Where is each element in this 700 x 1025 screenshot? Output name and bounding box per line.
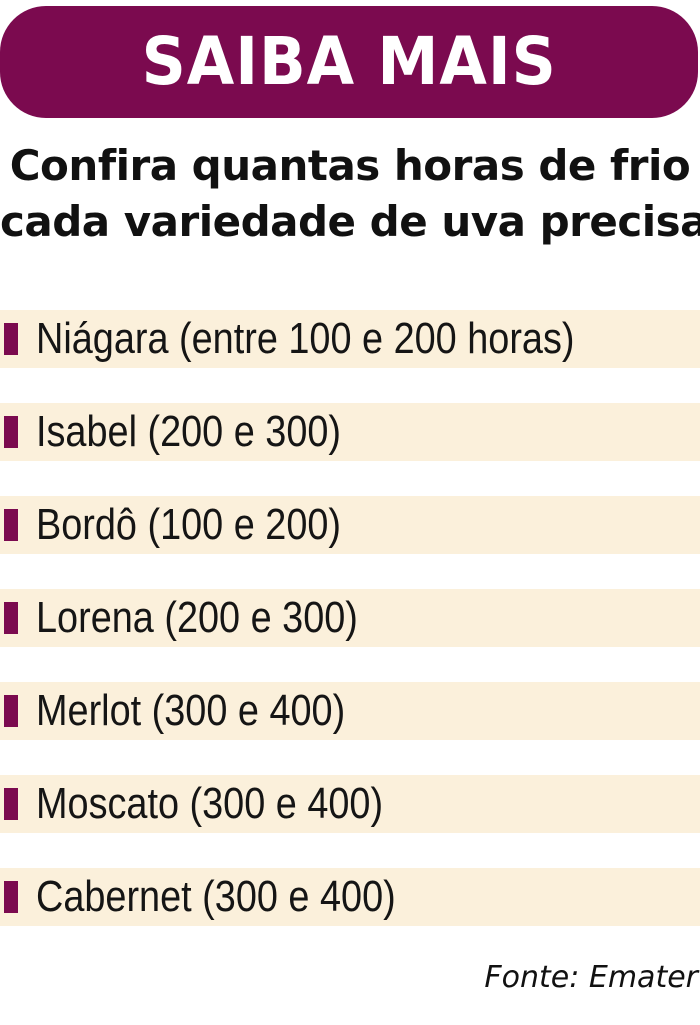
list-item-label: Isabel (200 e 300)	[36, 407, 342, 456]
source-credit: Fonte: Emater	[484, 960, 698, 995]
list-item-label: Cabernet (300 e 400)	[36, 872, 396, 921]
list-item: Isabel (200 e 300)	[0, 403, 700, 461]
bullet-marker-icon	[4, 323, 18, 355]
list-item-label: Moscato (300 e 400)	[36, 779, 384, 828]
bullet-marker-icon	[4, 788, 18, 820]
list-item: Moscato (300 e 400)	[0, 775, 700, 833]
list-item: Lorena (200 e 300)	[0, 589, 700, 647]
list-item-label: Lorena (200 e 300)	[36, 593, 358, 642]
list-item-label: Merlot (300 e 400)	[36, 686, 346, 735]
intro-line-1: Confira quantas horas de frio	[9, 141, 691, 190]
list-item: Bordô (100 e 200)	[0, 496, 700, 554]
bullet-marker-icon	[4, 416, 18, 448]
bullet-marker-icon	[4, 509, 18, 541]
banner-title: SAIBA MAIS	[141, 23, 557, 100]
bullet-marker-icon	[4, 881, 18, 913]
bullet-marker-icon	[4, 695, 18, 727]
list-item-label: Niágara (entre 100 e 200 horas)	[36, 314, 575, 363]
intro-line-2: cada variedade de uva precisa:	[0, 197, 700, 246]
list-item-label: Bordô (100 e 200)	[36, 500, 342, 549]
header-banner: SAIBA MAIS	[0, 6, 698, 118]
list-item: Cabernet (300 e 400)	[0, 868, 700, 926]
bullet-marker-icon	[4, 602, 18, 634]
list-item: Merlot (300 e 400)	[0, 682, 700, 740]
list-item: Niágara (entre 100 e 200 horas)	[0, 310, 700, 368]
intro-text: Confira quantas horas de frio cada varie…	[0, 138, 700, 250]
